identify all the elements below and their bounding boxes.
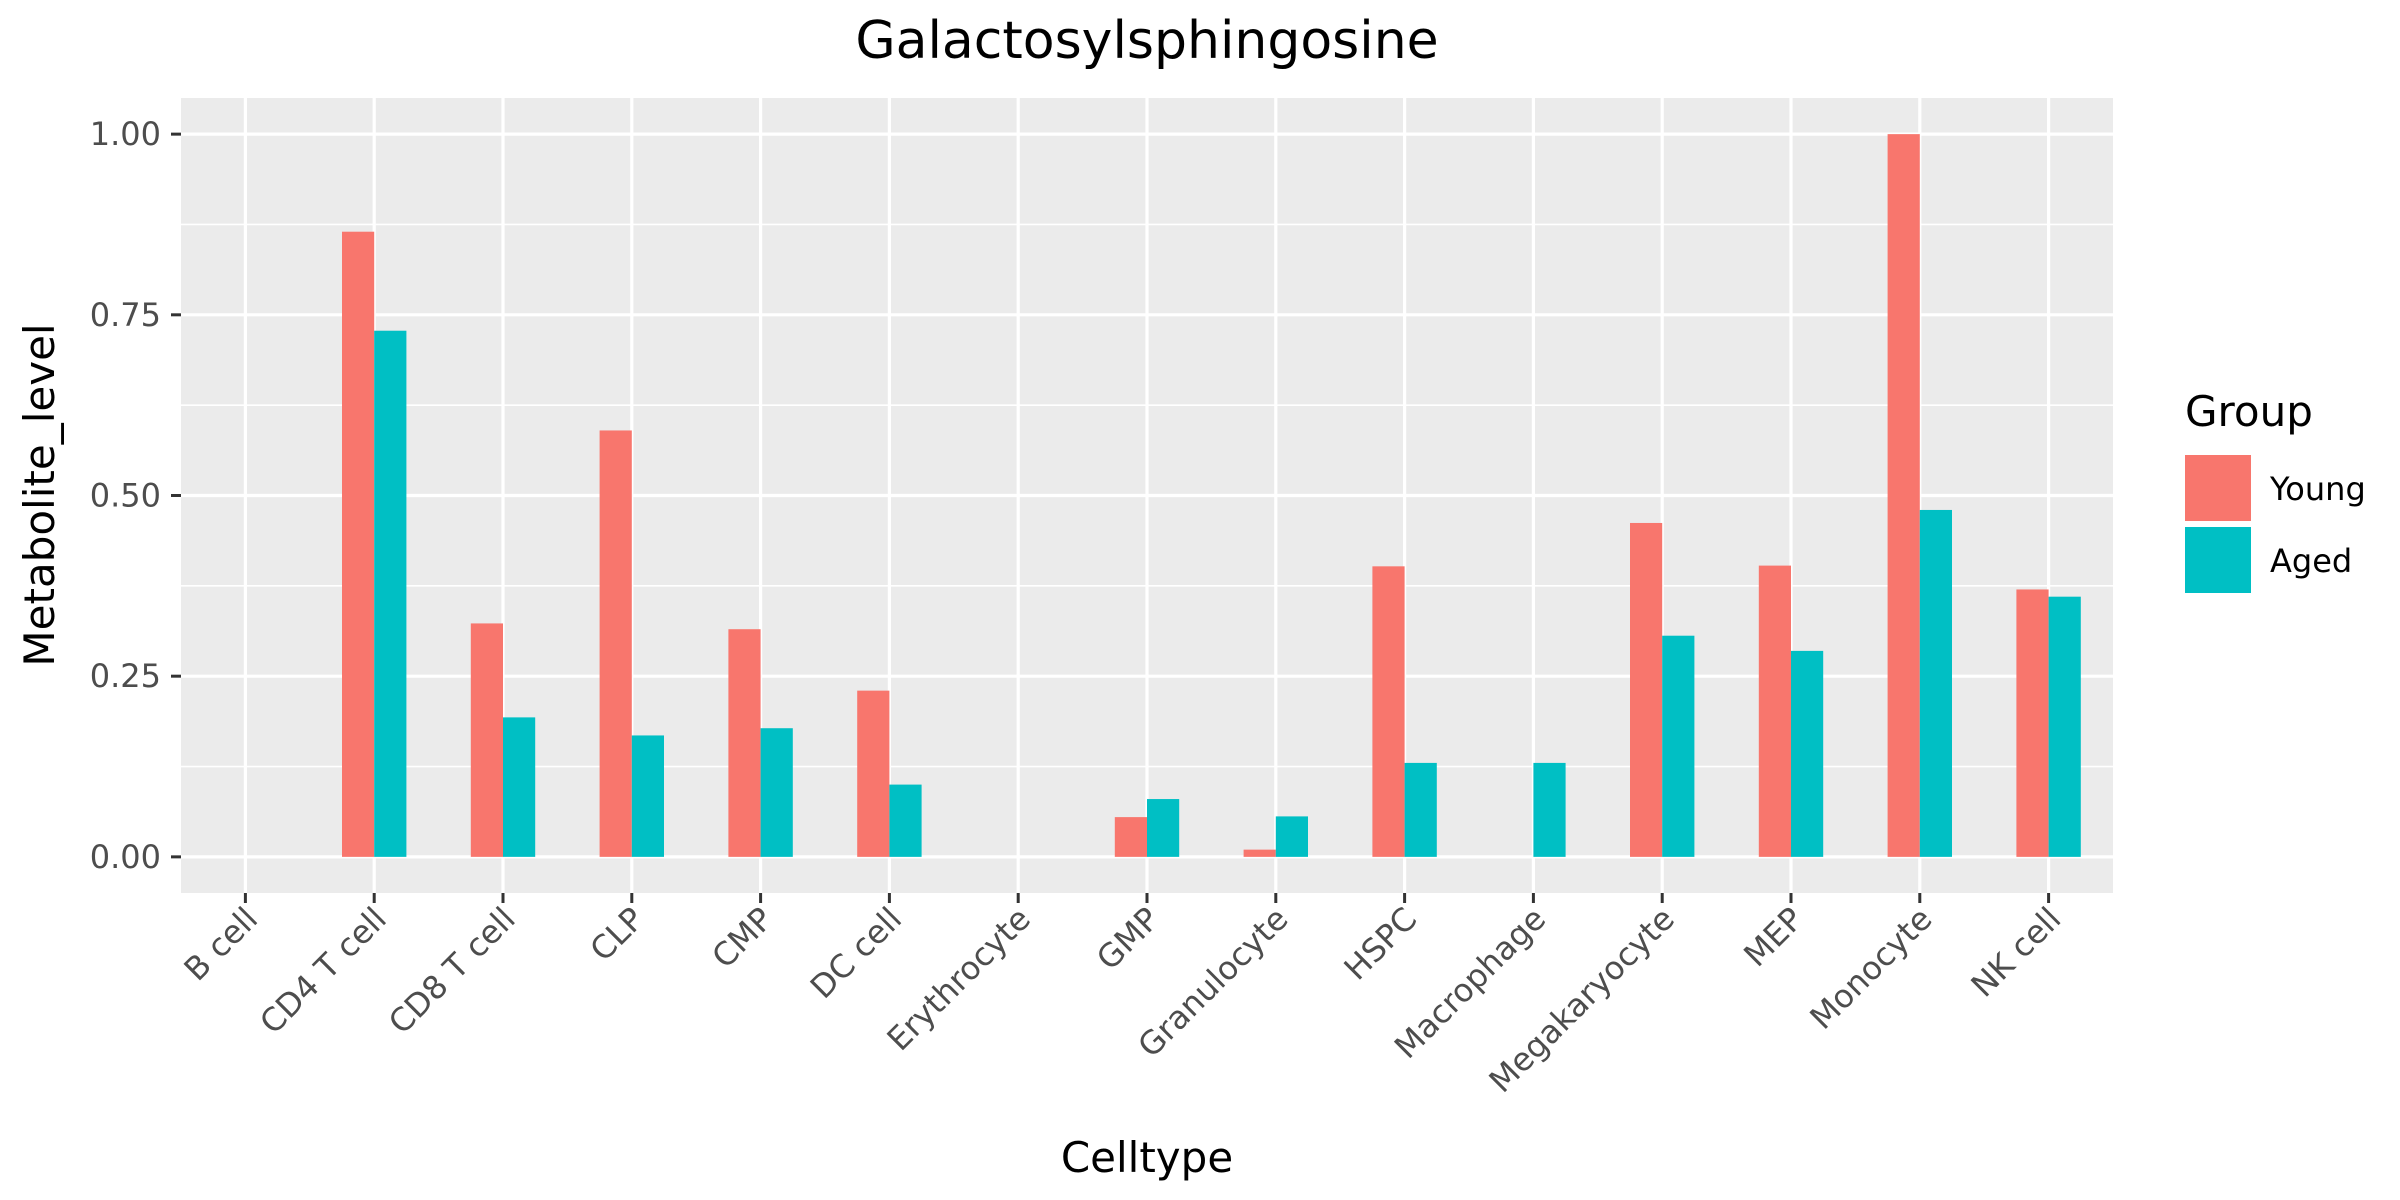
y-tick-label: 0.75 xyxy=(90,296,161,334)
y-axis-title: Metabolite_level xyxy=(15,323,64,666)
bar-aged-cmp xyxy=(760,728,793,857)
bar-aged-macrophage xyxy=(1533,762,1566,857)
y-tick-label: 0.50 xyxy=(90,477,161,515)
x-tick-label: B cell xyxy=(177,900,266,989)
bar-aged-nk-cell xyxy=(2048,596,2081,857)
bar-young-nk-cell xyxy=(2016,589,2049,857)
y-axis: 0.00 0.25 0.50 0.75 1.00 xyxy=(90,115,181,876)
bar-young-hspc xyxy=(1372,566,1405,857)
x-tick-label: CD8 T cell xyxy=(381,900,523,1042)
y-tick-label: 0.25 xyxy=(90,657,161,695)
x-tick-label: DC cell xyxy=(803,900,909,1006)
x-tick-label: NK cell xyxy=(1963,900,2068,1005)
bar-young-gmp xyxy=(1114,817,1147,857)
bar-young-mep xyxy=(1758,565,1791,857)
bar-aged-hspc xyxy=(1404,762,1437,857)
bar-young-clp xyxy=(599,430,632,857)
bar-aged-monocyte xyxy=(1919,509,1952,857)
legend-key-aged xyxy=(2185,527,2251,593)
chart-title: Galactosylsphingosine xyxy=(855,11,1438,71)
legend-key-young xyxy=(2185,455,2251,521)
bar-young-dc-cell xyxy=(857,690,890,857)
bar-aged-cd4-t-cell xyxy=(374,330,407,857)
bar-aged-gmp xyxy=(1147,799,1180,857)
bar-young-cd8-t-cell xyxy=(470,623,503,857)
bar-young-cd4-t-cell xyxy=(342,231,375,857)
x-tick-label: HSPC xyxy=(1337,900,1425,988)
bar-young-monocyte xyxy=(1887,134,1920,857)
x-tick-label: CLP xyxy=(583,900,652,969)
y-tick-label: 0.00 xyxy=(90,838,161,876)
bar-aged-megakaryocyte xyxy=(1662,635,1695,857)
bar-young-granulocyte xyxy=(1243,849,1276,857)
x-tick-label: MEP xyxy=(1736,900,1810,974)
x-tick-label: CD4 T cell xyxy=(252,900,394,1042)
x-tick-label: GMP xyxy=(1089,900,1167,978)
bar-young-megakaryocyte xyxy=(1630,522,1663,857)
bar-aged-dc-cell xyxy=(889,784,922,857)
x-tick-label: CMP xyxy=(704,900,780,976)
y-tick-label: 1.00 xyxy=(90,115,161,153)
bar-aged-clp xyxy=(631,735,664,857)
legend-label-young: Young xyxy=(2269,470,2366,508)
x-tick-label: Monocyte xyxy=(1802,900,1939,1037)
bar-aged-granulocyte xyxy=(1275,816,1308,857)
legend-label-aged: Aged xyxy=(2270,542,2352,580)
x-axis-title: Celltype xyxy=(1061,1133,1233,1182)
bar-young-cmp xyxy=(728,629,761,857)
legend: Group Young Aged xyxy=(2185,387,2366,593)
bar-aged-mep xyxy=(1791,650,1824,857)
bars xyxy=(342,134,2081,857)
bar-aged-cd8-t-cell xyxy=(503,717,536,857)
legend-title: Group xyxy=(2185,387,2313,436)
